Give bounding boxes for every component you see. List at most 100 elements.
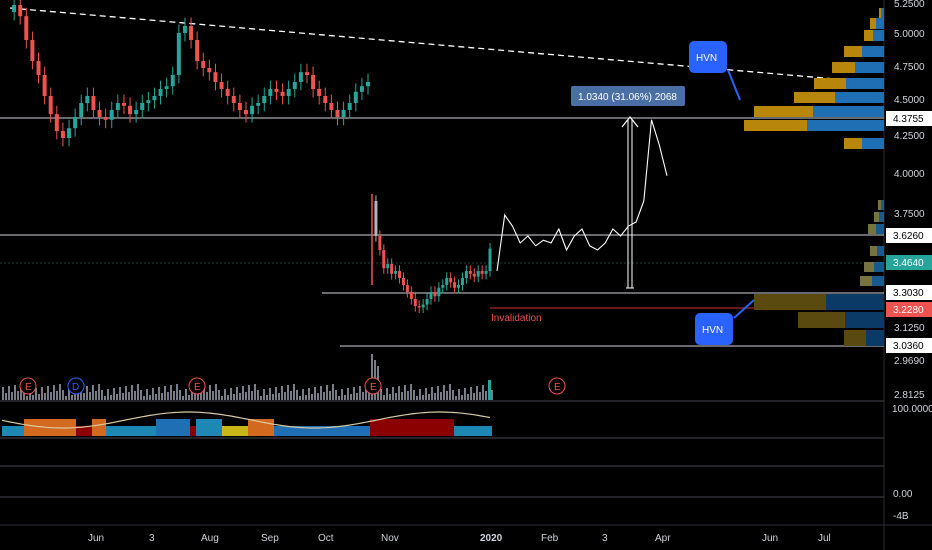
candle-body <box>280 91 285 96</box>
indicator-bar <box>196 419 222 436</box>
volume-bar <box>311 394 313 400</box>
candle-body <box>472 273 476 277</box>
price-tag-3-3030: 3.3030 <box>886 285 932 300</box>
candle-body <box>274 89 279 92</box>
volume-bar <box>449 384 451 400</box>
volume-bar <box>98 384 100 400</box>
vp-bar <box>870 18 884 29</box>
indicator-bar <box>190 426 196 436</box>
volume-profile-middle <box>860 200 884 286</box>
volume-bar <box>38 394 40 400</box>
volume-bar <box>203 386 205 400</box>
candle-body <box>353 91 358 103</box>
volume-bar <box>440 392 442 400</box>
volume-bar <box>167 392 169 400</box>
volume-bar <box>434 393 436 400</box>
vp-bar <box>754 106 813 117</box>
indicator-bar <box>2 426 24 436</box>
price-axis: 5.2500 5.0000 4.7500 4.5000 4.2500 4.000… <box>894 0 925 401</box>
time-tick: Nov <box>381 533 399 544</box>
hvn-callout-top: HVN <box>689 41 741 101</box>
event-marker-3: E <box>188 377 206 395</box>
volume-bar <box>308 388 310 400</box>
vp-bar <box>874 212 879 222</box>
svg-text:3.0360: 3.0360 <box>893 341 924 352</box>
candle-body <box>425 299 429 305</box>
volume-bar <box>14 385 16 400</box>
price-tag-4-3755: 4.3755 <box>886 111 932 126</box>
price-tag-3-0360: 3.0360 <box>886 338 932 353</box>
time-tick: Jun <box>762 533 778 544</box>
candle-body <box>323 96 328 103</box>
volume-bar <box>446 391 448 400</box>
volume-bar <box>353 387 355 400</box>
volume-bar <box>8 386 10 400</box>
volume-bar <box>29 389 31 400</box>
volume-bar <box>224 389 226 400</box>
vp-bar <box>864 30 884 41</box>
candle-body <box>476 271 480 277</box>
volume-bar <box>470 387 472 400</box>
volume-bar <box>263 389 265 400</box>
candle-body <box>42 75 47 96</box>
volume-bar <box>422 395 424 400</box>
volume-bar <box>275 387 277 400</box>
volume-bar <box>266 395 268 400</box>
time-tick: Aug <box>201 533 219 544</box>
volume-bar <box>335 390 337 400</box>
volume-bar <box>11 392 13 400</box>
volume-bar <box>320 386 322 400</box>
volume-bar <box>413 390 415 400</box>
svg-text:D: D <box>72 382 79 393</box>
candle-body <box>48 96 53 115</box>
volume-bar <box>170 385 172 400</box>
candle-body <box>341 110 346 117</box>
indicator-bar <box>92 419 106 436</box>
volume-bar <box>47 386 49 400</box>
volume-bar <box>416 396 418 400</box>
volume-bar <box>128 392 130 400</box>
volume-bar <box>257 390 259 400</box>
volume-bar <box>26 396 28 400</box>
volume-bar <box>326 385 328 400</box>
candle-body <box>225 89 230 96</box>
time-tick: Jul <box>818 533 831 544</box>
candle-body <box>201 61 206 68</box>
volume-bar <box>59 384 61 400</box>
svg-text:3.6260: 3.6260 <box>893 231 924 242</box>
candle-body <box>140 103 145 110</box>
candle-body <box>386 264 390 269</box>
price-tick: 3.7500 <box>894 209 925 220</box>
volume-bar <box>200 393 202 400</box>
volume-bar <box>317 393 319 400</box>
candle-body <box>79 103 84 117</box>
candle-body <box>97 110 102 117</box>
volume-bar <box>401 392 403 400</box>
volume-bar <box>116 394 118 400</box>
measure-label-box <box>571 86 685 106</box>
volume-bar <box>383 395 385 400</box>
vp-bar <box>844 138 862 149</box>
volume-bar <box>458 389 460 400</box>
candle-body <box>237 103 242 110</box>
candle-body <box>329 103 334 110</box>
candle-body <box>115 103 120 110</box>
volume-bar <box>482 385 484 400</box>
volume-bar <box>455 396 457 400</box>
candle-body <box>317 89 322 96</box>
volume-bar <box>68 389 70 400</box>
volume-bar <box>71 395 73 400</box>
candle-body <box>152 96 157 101</box>
volume-bar <box>107 389 109 400</box>
indicator-bar <box>106 426 156 436</box>
candle-body <box>85 96 90 103</box>
indicator-panel <box>1 411 492 436</box>
candle-body <box>421 304 425 308</box>
candle-body <box>134 110 139 115</box>
volume-bar <box>188 395 190 400</box>
volume-bar <box>329 391 331 400</box>
volume-bar <box>281 386 283 400</box>
volume-bar <box>242 386 244 400</box>
candle-body <box>36 61 41 75</box>
